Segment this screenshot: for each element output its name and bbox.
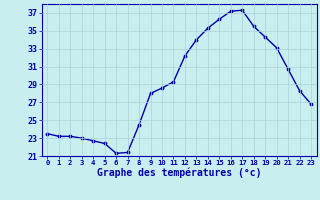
X-axis label: Graphe des températures (°c): Graphe des températures (°c) (97, 168, 261, 178)
